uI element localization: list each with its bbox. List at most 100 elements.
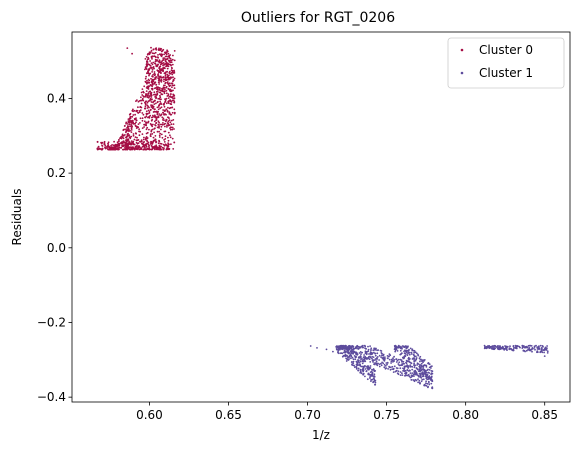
data-point (156, 59, 158, 62)
data-point (161, 136, 164, 139)
data-point (145, 128, 148, 131)
data-point (336, 348, 338, 351)
data-point (144, 101, 146, 104)
data-point (342, 344, 345, 347)
data-point (143, 120, 146, 123)
data-point (126, 147, 129, 150)
data-point (166, 124, 168, 127)
data-point (420, 380, 423, 383)
data-point (151, 116, 154, 119)
data-point (172, 54, 174, 57)
data-point (170, 119, 173, 122)
data-point (510, 348, 512, 351)
data-point (385, 362, 388, 364)
data-point (151, 146, 154, 149)
data-point (419, 355, 422, 358)
data-point (544, 348, 547, 351)
data-point (374, 354, 377, 357)
data-point (135, 127, 138, 129)
data-point (422, 378, 425, 381)
data-point (406, 369, 409, 372)
data-point (152, 111, 155, 113)
data-point (145, 87, 148, 89)
data-point (143, 136, 145, 139)
data-point (376, 352, 379, 355)
data-point (159, 96, 162, 99)
data-point (403, 369, 405, 371)
data-point (424, 384, 427, 387)
data-point (409, 358, 411, 360)
data-point (384, 365, 387, 367)
data-point (353, 364, 355, 367)
data-point (425, 366, 428, 368)
data-point (540, 350, 543, 353)
data-point (173, 108, 176, 111)
data-point (131, 120, 134, 123)
data-point (375, 360, 378, 363)
data-point (167, 65, 170, 68)
data-point (345, 360, 348, 362)
data-point (350, 361, 353, 363)
data-point (422, 372, 424, 375)
data-point (122, 148, 124, 151)
data-point (120, 146, 123, 149)
data-point (365, 366, 368, 368)
data-point (166, 58, 169, 60)
data-point (416, 368, 419, 371)
data-point (365, 351, 368, 353)
data-point (164, 74, 167, 77)
data-point (107, 142, 109, 145)
data-point (138, 130, 140, 133)
data-point (423, 364, 426, 367)
data-point (380, 364, 383, 367)
data-point (168, 74, 170, 77)
data-point (173, 141, 176, 144)
data-point (363, 365, 366, 368)
data-point (422, 367, 424, 370)
data-point (427, 362, 430, 364)
data-point (157, 106, 160, 108)
data-point (413, 349, 416, 352)
data-point (490, 347, 492, 349)
data-point (151, 142, 154, 144)
data-point (166, 73, 169, 76)
data-point (131, 109, 134, 112)
data-point (144, 144, 147, 147)
data-point (125, 143, 128, 146)
data-point (506, 346, 508, 349)
data-point (171, 67, 173, 70)
data-point (131, 147, 134, 150)
data-point (170, 103, 173, 106)
y-tick-label: 0.2 (47, 166, 66, 180)
data-point (157, 75, 160, 77)
data-point (544, 346, 547, 349)
data-point (151, 125, 154, 128)
data-point (410, 353, 413, 355)
data-point (153, 108, 156, 111)
data-point (153, 114, 156, 117)
data-point (164, 100, 167, 103)
data-point (355, 365, 358, 368)
data-point (135, 125, 138, 128)
data-point (167, 82, 170, 85)
data-point (145, 136, 148, 138)
data-point (541, 345, 544, 347)
data-point (104, 146, 107, 148)
data-point (403, 366, 406, 369)
y-tick-label: −0.4 (37, 390, 66, 404)
data-point (142, 90, 145, 93)
data-point (525, 346, 528, 349)
data-point (383, 363, 386, 366)
data-point (98, 147, 101, 150)
data-point (367, 345, 369, 348)
data-point (426, 373, 429, 376)
data-point (412, 349, 415, 352)
data-point (362, 373, 365, 376)
data-point (171, 63, 174, 66)
data-point (101, 141, 104, 144)
data-point (169, 134, 171, 137)
data-point (388, 365, 390, 368)
data-point (386, 357, 389, 359)
data-point (171, 111, 174, 114)
data-point (157, 108, 160, 111)
